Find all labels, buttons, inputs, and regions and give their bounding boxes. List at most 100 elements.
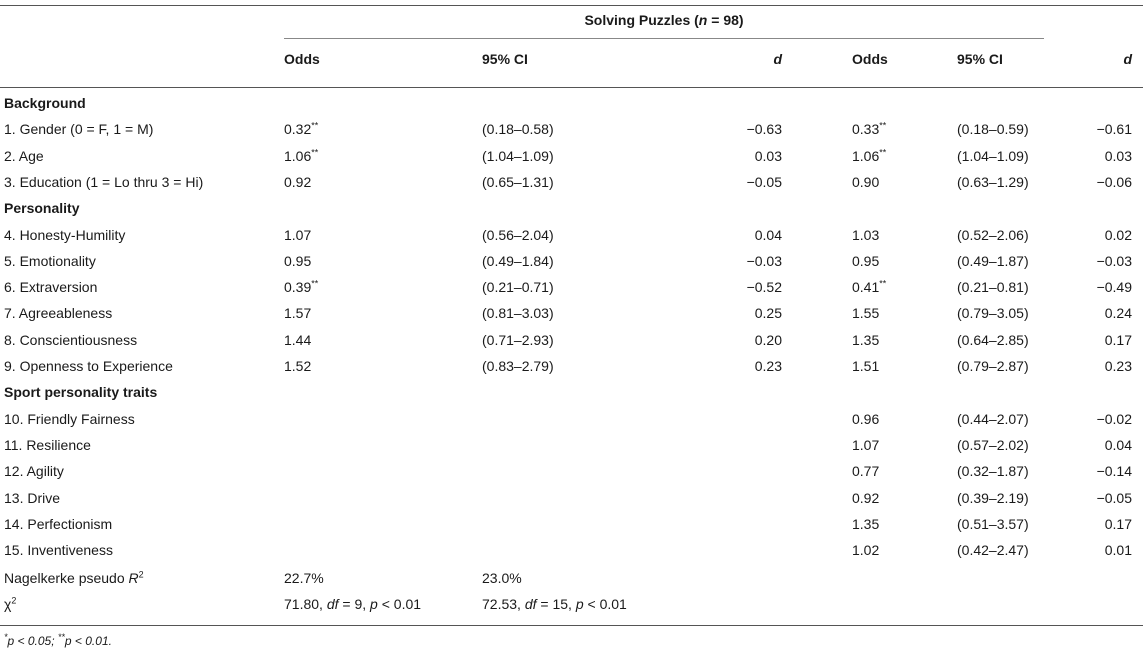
effect-d-2: −0.14 xyxy=(1096,463,1132,479)
effect-d-1: −0.63 xyxy=(746,121,782,137)
odds-2: 1.02 xyxy=(852,542,880,558)
col-ci-2: 95% CI xyxy=(957,51,1003,67)
row-label: 10. Friendly Fairness xyxy=(4,411,135,427)
section-heading: Personality xyxy=(4,200,80,216)
effect-d-1: 0.04 xyxy=(754,227,782,243)
effect-d-2: 0.04 xyxy=(1104,437,1132,453)
ci-1: (0.83–2.79) xyxy=(482,358,554,374)
odds-2: 1.06** xyxy=(852,147,887,164)
effect-d-2: −0.02 xyxy=(1096,411,1132,427)
odds-1: 0.32** xyxy=(284,120,319,137)
section-heading: Background xyxy=(4,95,86,111)
effect-d-2: 0.03 xyxy=(1104,148,1132,164)
ci-2: (1.04–1.09) xyxy=(957,148,1029,164)
effect-d-2: 0.23 xyxy=(1104,358,1132,374)
top-rule xyxy=(0,5,1143,6)
odds-2: 1.51 xyxy=(852,358,880,374)
ci-1: (0.21–0.71) xyxy=(482,279,554,295)
ci-2: (0.39–2.19) xyxy=(957,490,1029,506)
odds-2: 1.35 xyxy=(852,332,880,348)
effect-d-2: 0.24 xyxy=(1104,305,1132,321)
effect-d-2: 0.17 xyxy=(1104,516,1132,532)
ci-1: (0.65–1.31) xyxy=(482,174,554,190)
nagelkerke-model1: 22.7% xyxy=(284,570,324,586)
odds-2: 1.03 xyxy=(852,227,880,243)
bottom-rule xyxy=(0,625,1143,626)
odds-1: 1.52 xyxy=(284,358,312,374)
odds-2: 1.55 xyxy=(852,305,880,321)
odds-2: 1.35 xyxy=(852,516,880,532)
row-label: 1. Gender (0 = F, 1 = M) xyxy=(4,121,154,137)
ci-2: (0.57–2.02) xyxy=(957,437,1029,453)
col-odds-2: Odds xyxy=(852,51,888,67)
effect-d-2: 0.02 xyxy=(1104,227,1132,243)
col-odds-1: Odds xyxy=(284,51,320,67)
effect-d-1: 0.03 xyxy=(754,148,782,164)
odds-2: 0.96 xyxy=(852,411,880,427)
nagelkerke-model2: 23.0% xyxy=(482,570,522,586)
effect-d-1: 0.23 xyxy=(754,358,782,374)
effect-d-1: 0.25 xyxy=(754,305,782,321)
ci-2: (0.21–0.81) xyxy=(957,279,1029,295)
section-heading: Sport personality traits xyxy=(4,384,158,400)
effect-d-2: −0.49 xyxy=(1096,279,1132,295)
effect-d-1: −0.05 xyxy=(746,174,782,190)
odds-1: 0.95 xyxy=(284,253,312,269)
col-d-2: d xyxy=(1123,51,1132,67)
row-label: 2. Age xyxy=(4,148,44,164)
odds-1: 0.92 xyxy=(284,174,312,190)
row-label: 12. Agility xyxy=(4,463,64,479)
effect-d-2: −0.05 xyxy=(1096,490,1132,506)
odds-2: 0.41** xyxy=(852,278,887,295)
row-label: 5. Emotionality xyxy=(4,253,96,269)
ci-2: (0.18–0.59) xyxy=(957,121,1029,137)
chi-label: χ2 xyxy=(4,595,17,612)
effect-d-2: −0.61 xyxy=(1096,121,1132,137)
col-d-1: d xyxy=(773,51,782,67)
row-label: 3. Education (1 = Lo thru 3 = Hi) xyxy=(4,174,204,190)
chi-model2: 72.53, df = 15, p < 0.01 xyxy=(482,596,627,612)
row-label: 13. Drive xyxy=(4,490,61,506)
ci-2: (0.32–1.87) xyxy=(957,463,1029,479)
odds-1: 1.06** xyxy=(284,147,319,164)
odds-1: 1.44 xyxy=(284,332,312,348)
ci-1: (1.04–1.09) xyxy=(482,148,554,164)
effect-d-2: −0.03 xyxy=(1096,253,1132,269)
odds-2: 0.33** xyxy=(852,120,887,137)
odds-1: 0.39** xyxy=(284,278,319,295)
effect-d-1: −0.52 xyxy=(746,279,782,295)
nagelkerke-label: Nagelkerke pseudo R2 xyxy=(4,569,144,586)
chi-model1: 71.80, df = 9, p < 0.01 xyxy=(284,596,422,612)
ci-1: (0.71–2.93) xyxy=(482,332,554,348)
ci-2: (0.42–2.47) xyxy=(957,542,1029,558)
effect-d-1: 0.20 xyxy=(754,332,782,348)
ci-2: (0.64–2.85) xyxy=(957,332,1029,348)
ci-2: (0.79–3.05) xyxy=(957,305,1029,321)
ci-2: (0.79–2.87) xyxy=(957,358,1029,374)
ci-1: (0.49–1.84) xyxy=(482,253,554,269)
row-label: 11. Resilience xyxy=(4,437,91,453)
header-rule xyxy=(0,87,1143,88)
row-label: 6. Extraversion xyxy=(4,279,98,295)
odds-2: 0.92 xyxy=(852,490,880,506)
row-label: 14. Perfectionism xyxy=(4,516,113,532)
effect-d-1: −0.03 xyxy=(746,253,782,269)
row-label: 7. Agreeableness xyxy=(4,305,113,321)
row-label: 15. Inventiveness xyxy=(4,542,113,558)
ci-1: (0.56–2.04) xyxy=(482,227,554,243)
effect-d-2: −0.06 xyxy=(1096,174,1132,190)
footnote: *p < 0.05; **p < 0.01. xyxy=(4,632,112,649)
odds-2: 0.95 xyxy=(852,253,880,269)
odds-1: 1.07 xyxy=(284,227,312,243)
row-label: 9. Openness to Experience xyxy=(4,358,173,374)
ci-1: (0.18–0.58) xyxy=(482,121,554,137)
effect-d-2: 0.01 xyxy=(1104,542,1132,558)
ci-2: (0.52–2.06) xyxy=(957,227,1029,243)
row-label: 4. Honesty-Humility xyxy=(4,227,126,243)
col-ci-1: 95% CI xyxy=(482,51,528,67)
ci-2: (0.49–1.87) xyxy=(957,253,1029,269)
ci-2: (0.51–3.57) xyxy=(957,516,1029,532)
ci-2: (0.44–2.07) xyxy=(957,411,1029,427)
ci-2: (0.63–1.29) xyxy=(957,174,1029,190)
group-underline xyxy=(284,38,1044,39)
